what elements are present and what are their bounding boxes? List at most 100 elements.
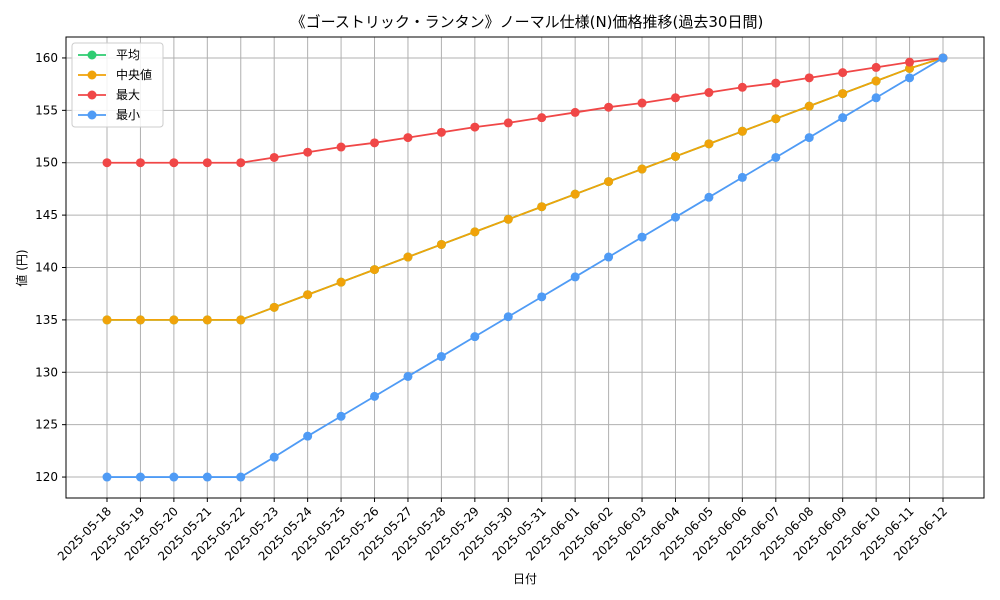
data-point: [470, 122, 480, 132]
data-point: [537, 292, 547, 302]
data-point: [670, 212, 680, 222]
legend-label: 最小: [116, 108, 140, 122]
data-point: [403, 371, 413, 381]
legend-marker: [87, 110, 97, 120]
data-point: [737, 82, 747, 92]
data-point: [804, 101, 814, 111]
data-point: [704, 88, 714, 98]
data-point: [336, 142, 346, 152]
y-tick-label: 145: [35, 208, 58, 222]
data-point: [503, 312, 513, 322]
data-point: [503, 118, 513, 128]
data-point: [771, 152, 781, 162]
data-point: [403, 252, 413, 262]
legend-item: 最大: [78, 88, 140, 102]
data-point: [370, 391, 380, 401]
series-3: [102, 53, 948, 482]
y-tick-label: 120: [35, 470, 58, 484]
data-point: [436, 239, 446, 249]
data-point: [370, 265, 380, 275]
data-point: [804, 133, 814, 143]
chart-title: 《ゴーストリック・ランタン》ノーマル仕様(N)価格推移(過去30日間): [291, 13, 764, 31]
y-tick-label: 160: [35, 51, 58, 65]
data-point: [670, 151, 680, 161]
data-point: [838, 113, 848, 123]
series-group: [102, 53, 948, 482]
legend-marker: [87, 70, 97, 80]
data-point: [871, 76, 881, 86]
data-point: [637, 164, 647, 174]
data-point: [236, 472, 246, 482]
data-point: [102, 158, 112, 168]
data-point: [135, 472, 145, 482]
series-1: [102, 53, 948, 325]
data-point: [637, 232, 647, 242]
data-point: [804, 73, 814, 83]
legend-label: 最大: [116, 88, 140, 102]
data-point: [102, 472, 112, 482]
data-point: [871, 62, 881, 72]
data-point: [737, 172, 747, 182]
data-point: [871, 93, 881, 103]
data-point: [503, 214, 513, 224]
data-point: [470, 332, 480, 342]
data-point: [604, 252, 614, 262]
legend-item: 中央値: [78, 67, 152, 82]
data-point: [470, 227, 480, 237]
y-tick-label: 130: [35, 365, 58, 379]
series-line: [107, 57, 944, 164]
legend-marker: [87, 90, 97, 100]
x-axis: 2025-05-182025-05-192025-05-202025-05-21…: [55, 498, 950, 563]
legend-box: [71, 42, 164, 128]
data-point: [570, 107, 580, 117]
data-point: [169, 472, 179, 482]
y-tick-label: 135: [35, 313, 58, 327]
data-point: [670, 93, 680, 103]
data-point: [905, 63, 915, 73]
data-point: [303, 290, 313, 300]
legend-label: 平均: [116, 48, 140, 62]
legend-item: 最小: [78, 108, 140, 122]
data-point: [169, 315, 179, 325]
data-point: [169, 158, 179, 168]
data-point: [537, 113, 547, 123]
data-point: [303, 431, 313, 441]
data-point: [135, 315, 145, 325]
data-point: [269, 152, 279, 162]
data-point: [771, 114, 781, 124]
data-point: [336, 411, 346, 421]
data-point: [236, 315, 246, 325]
data-point: [838, 89, 848, 99]
data-point: [269, 302, 279, 312]
data-point: [604, 177, 614, 187]
data-point: [570, 189, 580, 199]
y-tick-label: 155: [35, 103, 58, 117]
y-tick-label: 150: [35, 156, 58, 170]
data-point: [436, 127, 446, 137]
data-point: [938, 53, 948, 63]
data-point: [637, 98, 647, 108]
y-axis: 120 125 130 135 140 145 150 155 160: [35, 51, 66, 484]
x-axis-label: 日付: [513, 572, 537, 586]
data-point: [370, 138, 380, 148]
data-point: [102, 315, 112, 325]
data-point: [604, 102, 614, 112]
data-point: [269, 452, 279, 462]
series-line: [107, 57, 944, 321]
data-point: [202, 158, 212, 168]
legend-marker: [87, 50, 97, 60]
y-tick-label: 140: [35, 261, 58, 275]
data-point: [436, 352, 446, 362]
legend-item: 平均: [78, 48, 140, 62]
data-point: [303, 147, 313, 157]
data-point: [202, 472, 212, 482]
data-point: [403, 133, 413, 143]
data-point: [202, 315, 212, 325]
series-line: [107, 57, 944, 321]
data-point: [737, 126, 747, 136]
data-point: [838, 68, 848, 78]
data-point: [704, 139, 714, 149]
series-0: [102, 53, 948, 325]
